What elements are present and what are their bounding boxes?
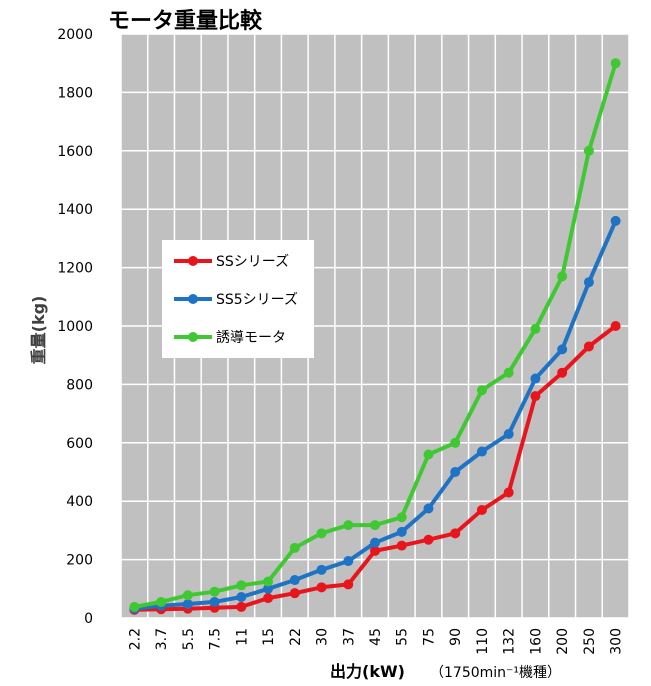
x-tick-label: 7.5 — [208, 628, 224, 650]
data-point — [370, 537, 380, 548]
data-point — [129, 601, 140, 612]
x-tick-label: 15 — [261, 628, 277, 646]
x-tick-label: 37 — [341, 628, 357, 646]
x-tick-label: 3.7 — [154, 628, 170, 650]
data-point — [289, 542, 300, 553]
x-tick-label: 22 — [288, 628, 304, 646]
data-point — [316, 582, 327, 593]
data-point — [450, 437, 461, 448]
x-tick-label: 90 — [448, 628, 464, 646]
x-tick-label: 11 — [234, 628, 250, 646]
data-point — [289, 588, 300, 599]
y-tick-label: 600 — [66, 436, 93, 452]
y-tick-label: 1400 — [57, 202, 93, 218]
y-axis-label: 重量(kg) — [29, 296, 48, 365]
data-point — [476, 446, 487, 457]
data-point — [236, 580, 247, 591]
data-point — [423, 534, 434, 545]
data-point — [583, 341, 594, 352]
data-point — [476, 504, 487, 515]
data-point — [423, 503, 434, 514]
data-point — [316, 528, 327, 539]
data-point — [156, 596, 167, 607]
x-tick-label: 45 — [368, 628, 384, 646]
x-axis-label: 出力(kW) — [330, 662, 405, 681]
legend-label: SS5シリーズ — [216, 292, 298, 308]
y-tick-label: 200 — [66, 553, 93, 569]
data-point — [583, 277, 594, 288]
y-tick-label: 1800 — [57, 85, 93, 101]
x-tick-label: 55 — [395, 628, 411, 646]
x-axis-ticks: 2.2 3.7 5.5 7.5 11 15 22 30 37 45 55 75 90 110 132 160 2… — [127, 628, 624, 655]
data-point — [263, 593, 274, 604]
data-point — [583, 145, 594, 156]
x-tick-label: 300 — [609, 628, 625, 655]
data-point — [530, 323, 541, 334]
data-point — [610, 321, 621, 331]
x-tick-label: 30 — [315, 628, 331, 646]
y-tick-label: 400 — [66, 494, 93, 510]
chart-title: モータ重量比較 — [108, 8, 263, 34]
data-point — [236, 591, 247, 602]
x-tick-label: 132 — [502, 628, 518, 655]
legend-label: SSシリーズ — [216, 254, 289, 270]
data-point — [423, 449, 434, 460]
data-point — [450, 528, 461, 539]
legend-swatch-marker — [188, 294, 198, 304]
data-point — [289, 575, 300, 586]
data-point — [503, 367, 514, 378]
data-point — [343, 520, 354, 531]
data-point — [370, 545, 380, 556]
legend-swatch-marker — [188, 256, 198, 266]
data-point — [182, 598, 193, 609]
data-point — [343, 579, 354, 590]
data-point — [503, 487, 514, 498]
data-point — [557, 344, 568, 355]
data-point — [209, 586, 220, 597]
data-point — [343, 556, 354, 567]
data-point — [610, 215, 621, 226]
x-axis-note: （1750min⁻¹機種） — [430, 665, 561, 681]
x-tick-label: 200 — [555, 628, 571, 655]
data-point — [263, 583, 274, 594]
data-point — [450, 467, 461, 477]
x-tick-label: 160 — [528, 628, 544, 655]
series — [129, 58, 621, 612]
series-layer — [129, 58, 621, 615]
data-point — [182, 590, 193, 601]
data-point — [263, 576, 274, 587]
y-tick-label: 2000 — [57, 27, 93, 43]
data-point — [503, 429, 514, 440]
data-point — [236, 601, 247, 612]
y-tick-label: 0 — [84, 611, 93, 627]
y-tick-label: 1600 — [57, 144, 93, 160]
legend-label: 誘導モータ — [216, 330, 286, 346]
x-tick-label: 2.2 — [127, 628, 143, 650]
data-point — [610, 58, 621, 69]
data-point — [557, 271, 568, 282]
x-tick-label: 250 — [582, 628, 598, 655]
x-tick-label: 5.5 — [181, 628, 197, 650]
data-point — [557, 367, 568, 378]
legend-swatch-marker — [188, 332, 198, 342]
data-point — [530, 373, 541, 384]
y-tick-label: 1200 — [57, 261, 93, 277]
y-tick-label: 800 — [66, 377, 93, 393]
data-point — [316, 564, 327, 575]
data-point — [370, 520, 380, 531]
data-point — [530, 391, 541, 402]
x-tick-label: 110 — [475, 628, 491, 655]
data-point — [396, 512, 407, 523]
x-tick-label: 75 — [421, 628, 437, 646]
y-tick-label: 1000 — [57, 319, 93, 335]
y-axis-ticks: 0 200 400 600 800 1000 1200 1400 1600 1800 2000 — [57, 27, 93, 627]
data-point — [396, 540, 407, 551]
data-point — [476, 385, 487, 396]
data-point — [209, 596, 220, 607]
data-point — [396, 526, 407, 537]
